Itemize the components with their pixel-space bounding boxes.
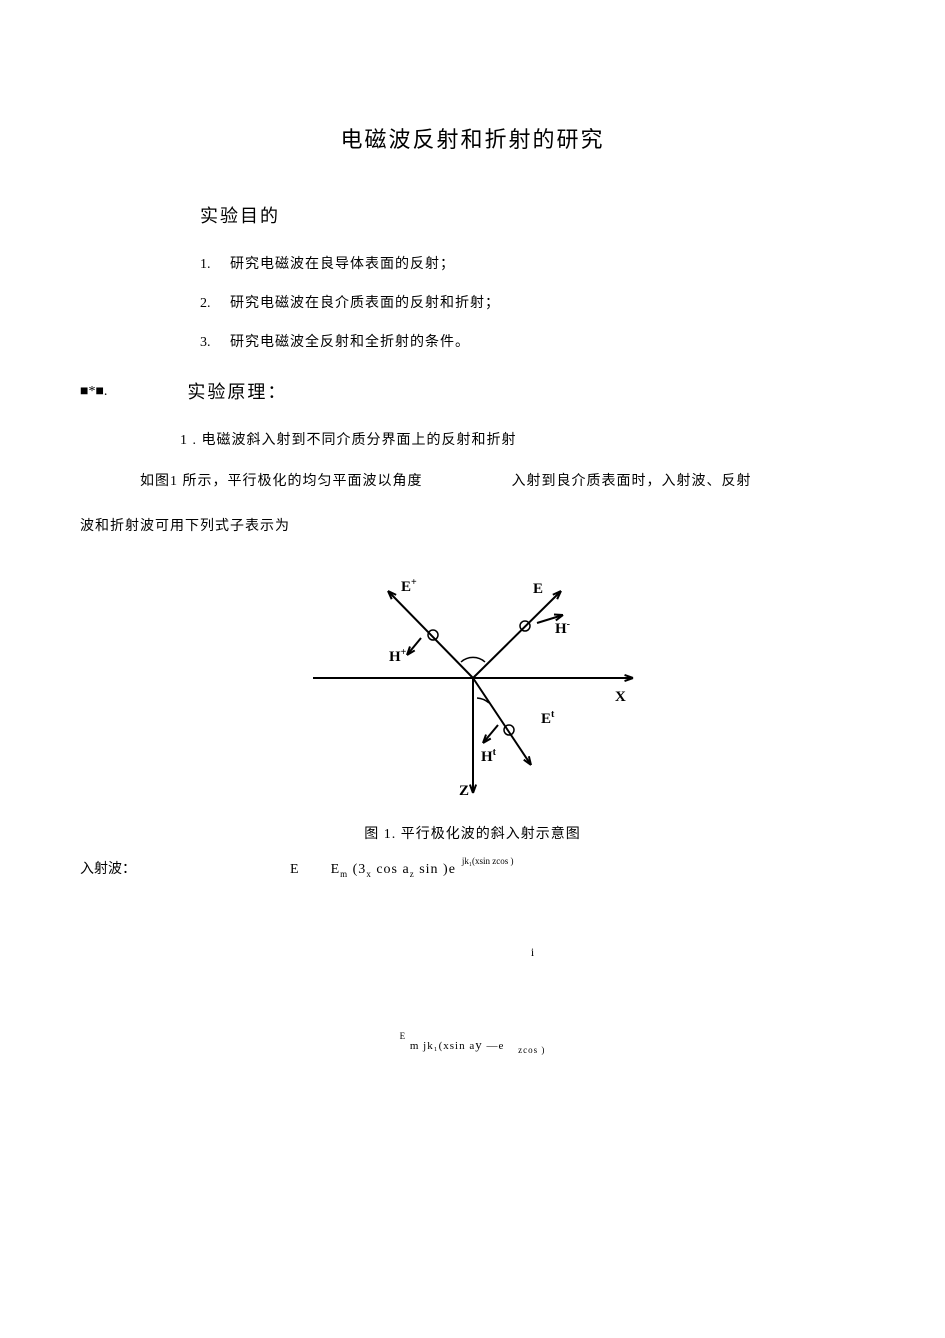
objective-item-2: 2. 研究电磁波在良介质表面的反射和折射； [200, 291, 865, 316]
incident-wave-equation: 入射波： E Em (3x cos az sin )e jk₁(xsin zco… [80, 857, 865, 882]
objective-text-3: 研究电磁波全反射和全折射的条件。 [230, 330, 470, 355]
svg-text:H+: H+ [389, 647, 407, 665]
bottom-sub-y: y [475, 1037, 483, 1052]
eq-E: E [290, 862, 300, 877]
svg-text:Ht: Ht [481, 747, 497, 765]
section-2-header: 实验原理： [187, 376, 287, 408]
eq-sub-m: m [340, 869, 348, 879]
objective-item-1: 1. 研究电磁波在良导体表面的反射； [200, 252, 865, 277]
bottom-sup-E: E [400, 1031, 407, 1041]
incident-wave-body: E Em (3x cos az sin )e [290, 857, 456, 882]
svg-text:E+: E+ [401, 577, 417, 595]
section-2-paragraph: 如图1 所示，平行极化的均匀平面波以角度 入射到良介质表面时，入射波、反射 [140, 467, 825, 498]
oblique-incidence-diagram: E+ E H+ H- X Et Ht Z [293, 563, 653, 803]
bottom-line-1: m jk₁(xsin a [410, 1040, 475, 1052]
objective-num-1: 1. [200, 252, 230, 277]
eq-body-2: cos a [372, 862, 410, 877]
section-2-marker: ■*■. [80, 379, 107, 404]
section-2-subheading: 1 . 电磁波斜入射到不同介质分界面上的反射和折射 [180, 428, 865, 453]
incident-wave-exponent: jk₁(xsin zcos ) [462, 853, 514, 869]
svg-text:Et: Et [541, 709, 555, 727]
svg-text:H-: H- [555, 619, 570, 637]
document-title: 电磁波反射和折射的研究 [80, 120, 865, 160]
paragraph-part-a: 如图1 所示，平行极化的均匀平面波以角度 [140, 474, 423, 489]
section-2-row: ■*■. 实验原理： [80, 376, 865, 408]
svg-text:Z: Z [459, 783, 469, 799]
objective-text-1: 研究电磁波在良导体表面的反射； [230, 252, 455, 277]
objective-item-3: 3. 研究电磁波全反射和全折射的条件。 [200, 330, 865, 355]
section-1-header: 实验目的 [200, 200, 865, 232]
svg-text:E: E [533, 581, 543, 597]
eq-Em: E [331, 862, 341, 877]
objective-num-3: 3. [200, 330, 230, 355]
objective-num-2: 2. [200, 291, 230, 316]
section-2-paragraph-2: 波和折射波可用下列式子表示为 [80, 512, 825, 543]
incident-wave-label: 入射波： [80, 857, 230, 882]
eq-mid-i: i [200, 942, 865, 964]
objective-text-2: 研究电磁波在良介质表面的反射和折射； [230, 291, 500, 316]
bottom-line-2: —e [483, 1040, 505, 1052]
paragraph-part-b: 入射到良介质表面时，入射波、反射 [512, 474, 752, 489]
bottom-equation: E m jk₁(xsin ay —e zcos ) [80, 1033, 865, 1057]
diagram-1: E+ E H+ H- X Et Ht Z 图 1. 平行极化波的斜入射示意图 [80, 563, 865, 847]
eq-body-3: sin )e [415, 862, 456, 877]
bottom-sub-zcos: zcos ) [518, 1045, 545, 1055]
eq-body-1: (3 [353, 862, 367, 877]
diagram-1-caption: 图 1. 平行极化波的斜入射示意图 [80, 822, 865, 847]
svg-text:X: X [615, 689, 626, 705]
